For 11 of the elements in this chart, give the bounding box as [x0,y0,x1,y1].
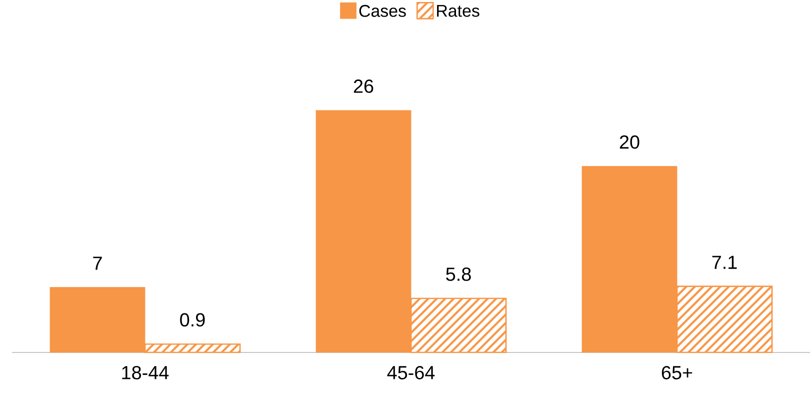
x-tick-label: 18-44 [122,366,169,380]
x-tick-label: 65+ [662,366,692,380]
data-label: 0.9 [180,312,205,326]
legend-label: Rates [437,4,480,17]
legend-label: Cases [359,4,406,17]
data-label: 7 [93,256,102,270]
data-label: 7.1 [712,256,737,269]
x-tick-label: 45-64 [387,366,435,380]
data-label: 20 [620,135,640,149]
data-label: 26 [354,79,374,93]
data-label: 5.8 [446,267,471,281]
